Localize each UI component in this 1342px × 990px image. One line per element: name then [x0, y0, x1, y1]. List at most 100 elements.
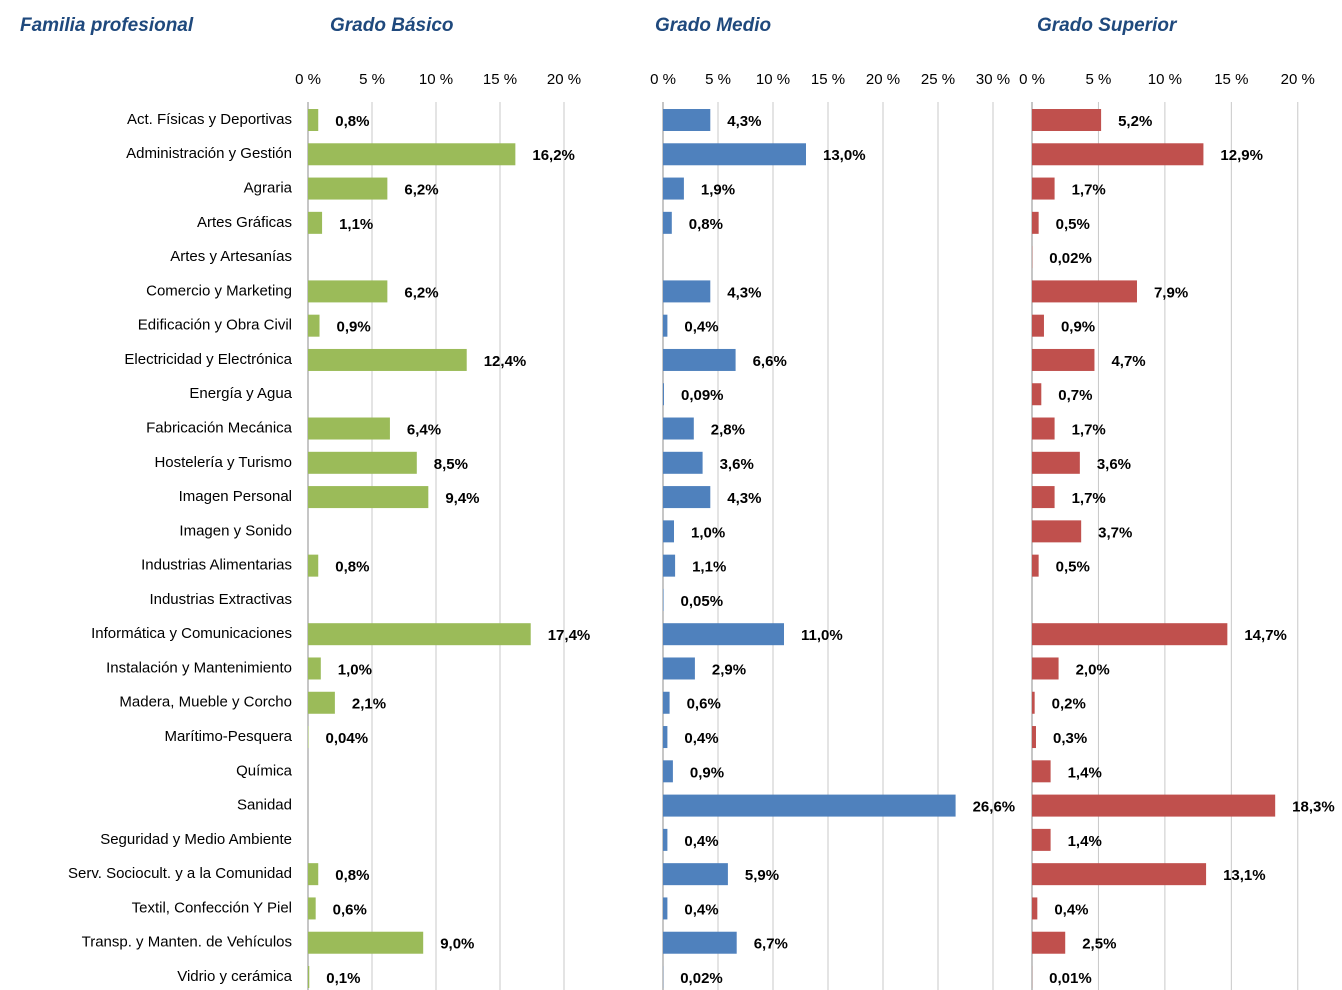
value-label: 12,4%	[484, 353, 527, 370]
bar	[308, 143, 516, 166]
bar	[308, 863, 319, 886]
bar	[663, 348, 736, 371]
bar	[663, 588, 664, 611]
bar	[663, 691, 670, 714]
x-tick-label: 15 %	[483, 71, 517, 88]
bar	[663, 280, 711, 303]
bar	[663, 383, 664, 406]
value-label: 0,01%	[1049, 970, 1092, 987]
bar	[1032, 726, 1036, 749]
value-label: 12,9%	[1220, 147, 1263, 164]
category-label: Industrias Alimentarias	[141, 557, 292, 574]
value-label: 0,7%	[1058, 387, 1092, 404]
value-label: 13,0%	[823, 147, 866, 164]
bar	[308, 966, 310, 988]
value-label: 6,7%	[754, 936, 788, 953]
category-label: Edificación y Obra Civil	[138, 317, 292, 334]
value-label: 0,04%	[326, 730, 369, 747]
category-label: Serv. Sociocult. y a la Comunidad	[68, 865, 292, 882]
bar	[308, 177, 388, 200]
value-label: 0,2%	[1052, 696, 1086, 713]
value-label: 0,4%	[1054, 901, 1088, 918]
bar	[663, 143, 806, 166]
category-label: Industrias Extractivas	[149, 591, 292, 608]
x-tick-label: 15 %	[1214, 71, 1248, 88]
bar	[663, 931, 737, 954]
y-axis-title: Familia profesional	[20, 15, 194, 36]
value-label: 4,3%	[727, 284, 761, 301]
bar	[663, 520, 674, 543]
bar	[1032, 760, 1051, 783]
value-label: 0,8%	[689, 216, 723, 233]
bar	[1032, 417, 1055, 440]
category-label: Electricidad y Electrónica	[124, 351, 292, 368]
value-label: 1,1%	[339, 216, 373, 233]
category-label: Act. Físicas y Deportivas	[127, 111, 292, 128]
bar	[308, 211, 323, 234]
x-tick-label: 30 %	[976, 71, 1010, 88]
bar	[663, 760, 673, 783]
bar	[308, 348, 467, 371]
value-label: 0,6%	[333, 901, 367, 918]
bar	[663, 794, 956, 817]
value-label: 2,9%	[712, 661, 746, 678]
category-label: Textil, Confección Y Piel	[132, 899, 292, 916]
bar	[663, 657, 695, 680]
value-label: 0,8%	[335, 113, 369, 130]
value-label: 3,7%	[1098, 524, 1132, 541]
value-label: 0,4%	[684, 730, 718, 747]
value-label: 0,05%	[681, 593, 724, 610]
value-label: 1,7%	[1072, 490, 1106, 507]
x-tick-label: 0 %	[1019, 71, 1045, 88]
bar	[663, 417, 694, 440]
category-label: Hostelería y Turismo	[154, 454, 292, 471]
x-tick-label: 20 %	[866, 71, 900, 88]
x-tick-label: 15 %	[811, 71, 845, 88]
bar	[308, 554, 319, 577]
bar	[1032, 657, 1059, 680]
value-label: 11,0%	[801, 627, 843, 644]
value-label: 5,9%	[745, 867, 779, 884]
value-label: 1,7%	[1072, 421, 1106, 438]
value-label: 1,4%	[1068, 833, 1102, 850]
category-label: Transp. y Manten. de Vehículos	[82, 934, 292, 951]
category-label: Imagen Personal	[179, 488, 292, 505]
value-label: 0,9%	[337, 319, 371, 336]
bar	[1032, 143, 1204, 166]
x-tick-label: 0 %	[295, 71, 321, 88]
value-label: 1,0%	[338, 661, 372, 678]
bar	[308, 931, 424, 954]
bar	[1032, 554, 1039, 577]
category-label: Artes y Artesanías	[170, 248, 292, 265]
value-label: 3,6%	[720, 456, 754, 473]
value-label: 0,09%	[681, 387, 724, 404]
category-label: Vidrio y cerámica	[177, 968, 292, 985]
value-label: 1,9%	[701, 182, 735, 199]
category-label: Imagen y Sonido	[179, 522, 292, 539]
bar	[308, 109, 319, 131]
value-label: 6,4%	[407, 421, 441, 438]
bar	[308, 451, 417, 474]
value-label: 0,02%	[680, 970, 723, 987]
bar	[1032, 623, 1228, 646]
bar	[663, 828, 668, 851]
value-label: 4,7%	[1111, 353, 1145, 370]
value-label: 1,4%	[1068, 764, 1102, 781]
category-label: Madera, Mueble y Corcho	[119, 694, 292, 711]
value-label: 3,6%	[1097, 456, 1131, 473]
bar	[663, 451, 703, 474]
category-label: Marítimo-Pesquera	[164, 728, 292, 745]
x-tick-label: 5 %	[705, 71, 731, 88]
category-label: Sanidad	[237, 797, 292, 814]
bar	[663, 486, 711, 509]
category-label: Instalación y Mantenimiento	[106, 659, 292, 676]
x-tick-label: 5 %	[1086, 71, 1112, 88]
value-label: 0,02%	[1049, 250, 1092, 267]
value-label: 0,4%	[684, 901, 718, 918]
bar	[1032, 109, 1102, 131]
value-label: 0,1%	[326, 970, 360, 987]
value-label: 1,7%	[1072, 182, 1106, 199]
value-label: 2,0%	[1076, 661, 1110, 678]
value-label: 4,3%	[727, 490, 761, 507]
value-label: 2,8%	[711, 421, 745, 438]
